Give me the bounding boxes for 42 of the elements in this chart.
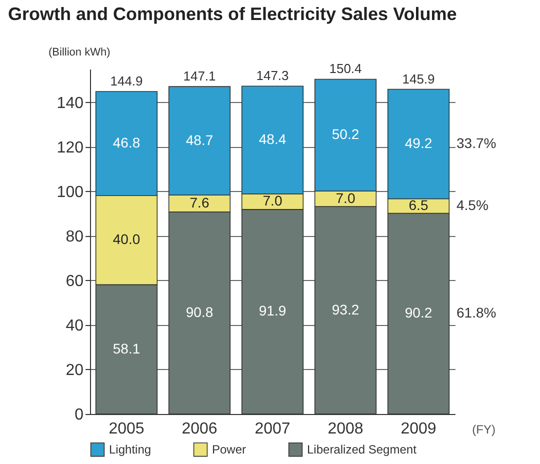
y-tick-label: 120: [56, 139, 84, 156]
data-label: 58.1: [112, 340, 140, 356]
text: 33.7%: [456, 135, 496, 152]
data-label: 90.2: [404, 304, 432, 321]
x-tick-label: 2006: [182, 420, 218, 438]
y-axis-title: (Billion kWh): [48, 46, 110, 58]
x-axis-title: (FY): [472, 422, 496, 436]
x-tick-label: 2007: [254, 420, 290, 438]
data-label: 46.8: [112, 134, 140, 151]
x-tick-label: 2009: [400, 420, 436, 438]
data-label: 6.5: [408, 197, 428, 213]
y-tick-label: 20: [66, 362, 84, 379]
y-tick-label: 100: [56, 184, 84, 201]
total-label: 147.1: [183, 68, 216, 84]
data-label: 90.8: [186, 304, 214, 320]
legend-label: Liberalized Segment: [307, 442, 418, 457]
y-tick-label: 40: [66, 317, 84, 334]
data-label: 48.4: [258, 131, 286, 148]
text: 61.8%: [456, 304, 496, 321]
data-label: 50.2: [332, 126, 360, 142]
legend-label: Power: [212, 442, 246, 457]
data-label: 48.7: [186, 132, 214, 148]
total-label: 145.9: [402, 71, 435, 86]
data-label: 91.9: [258, 302, 286, 319]
text: 4.5%: [456, 197, 488, 213]
data-label: 49.2: [404, 135, 432, 152]
y-tick-label: 80: [66, 228, 84, 246]
x-tick-label: 2005: [108, 420, 144, 438]
y-tick-label: 140: [56, 94, 84, 112]
data-label: 40.0: [112, 231, 140, 248]
total-label: 147.3: [256, 68, 289, 84]
y-tick-label: 60: [66, 272, 84, 290]
total-label: 150.4: [329, 61, 362, 76]
total-label: 144.9: [110, 73, 143, 88]
data-label: 7.0: [262, 192, 282, 209]
data-label: 7.6: [190, 194, 210, 210]
chart-title: Growth and Components of Electricity Sales Volume: [8, 4, 457, 24]
legend-label: Lighting: [109, 442, 152, 457]
data-label: 7.0: [336, 190, 356, 206]
x-tick-label: 2008: [328, 420, 364, 438]
data-label: 93.2: [332, 301, 360, 318]
y-tick-label: 0: [74, 406, 84, 424]
